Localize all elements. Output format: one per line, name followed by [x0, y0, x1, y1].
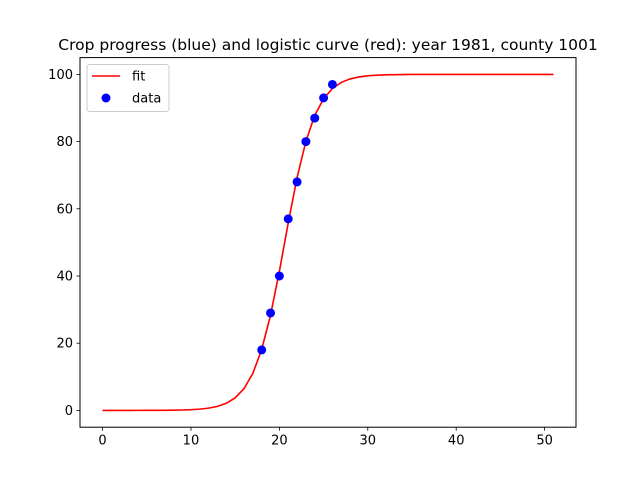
legend-marker-swatch [101, 93, 111, 103]
y-tick-label: 40 [56, 270, 73, 285]
data-point [283, 214, 293, 224]
data-point [327, 79, 337, 89]
x-tick-label: 50 [536, 434, 553, 449]
data-point [257, 345, 267, 355]
legend: fit data [86, 64, 170, 112]
plot-frame [79, 57, 577, 428]
chart-title: Crop progress (blue) and logistic curve … [58, 36, 598, 54]
x-tick-label: 30 [360, 434, 377, 449]
legend-label: data [132, 92, 161, 107]
x-axis: 0 10 20 30 40 50 [98, 427, 553, 449]
data-point [301, 137, 311, 147]
y-tick-label: 0 [65, 404, 73, 419]
data-point [292, 177, 302, 187]
x-tick-label: 20 [271, 434, 288, 449]
data-point [266, 308, 276, 318]
fit-line [102, 73, 554, 412]
x-tick-label: 0 [98, 434, 106, 449]
y-tick-label: 80 [56, 135, 73, 150]
x-tick-label: 10 [183, 434, 200, 449]
x-tick-label: 40 [448, 434, 465, 449]
y-tick-label: 20 [56, 337, 73, 352]
data-point [310, 113, 320, 123]
data-point [274, 271, 284, 281]
plot-area [102, 73, 554, 412]
y-tick-label: 60 [56, 202, 73, 217]
legend-label: fit [132, 70, 145, 85]
data-point [319, 93, 329, 103]
y-axis: 0 20 40 60 80 100 [48, 68, 80, 419]
y-tick-label: 100 [48, 68, 73, 83]
